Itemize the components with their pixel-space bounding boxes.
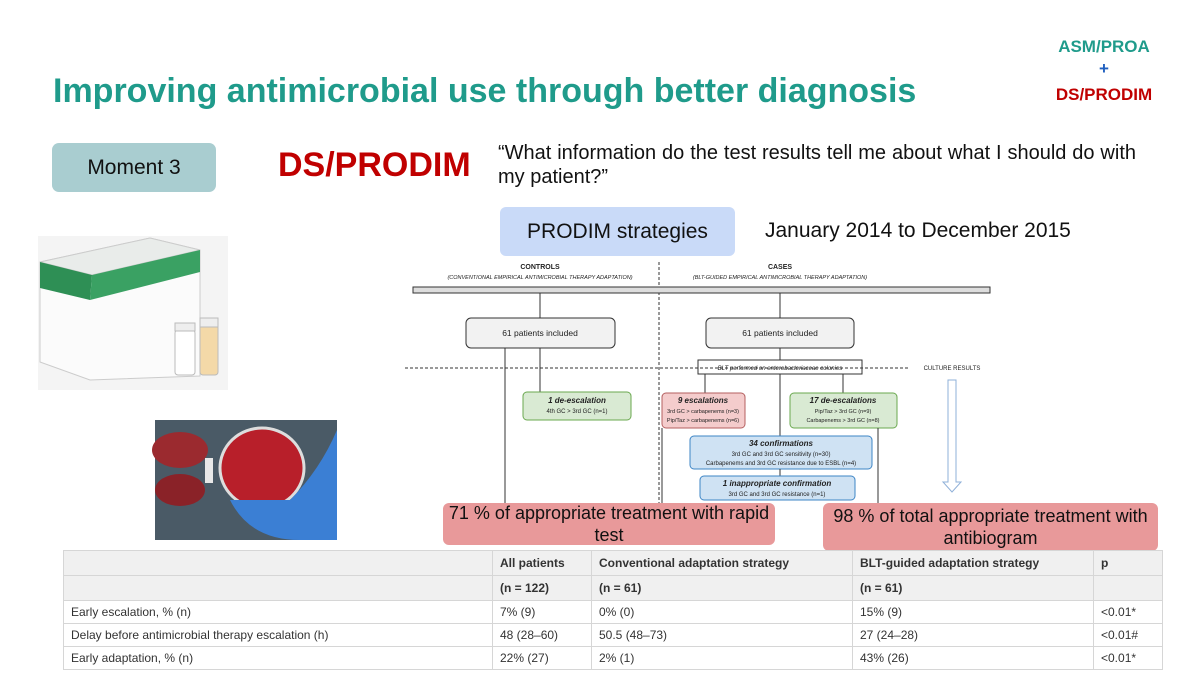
node-line: Carbapenems and 3rd GC resistance due to…	[706, 461, 856, 467]
included-controls: 61 patients included	[502, 328, 578, 338]
program-name: DS/PRODIM	[278, 146, 471, 184]
node-title: 34 confirmations	[749, 439, 814, 448]
petri-photo	[152, 420, 337, 540]
node-line: 3rd GC and 3rd GC sensitivity (n=30)	[732, 452, 831, 458]
node-line: 3rd GC > carbapenems (n=3)	[667, 409, 739, 415]
node-line: Pip/Taz > carbapenems (n=6)	[667, 418, 739, 424]
node-title: 1 inappropriate confirmation	[723, 479, 832, 488]
count-cell: (n = 122)	[492, 575, 592, 601]
node-line: 3rd GC and 3rd GC resistance (n=1)	[729, 492, 826, 498]
column-header: p	[1093, 550, 1163, 576]
row-label: Early escalation, % (n)	[63, 600, 493, 624]
cases-title: CASES	[768, 264, 792, 271]
results-table: All patients Conventional adaptation str…	[63, 550, 1163, 670]
culture-label: CULTURE RESULTS	[924, 366, 981, 372]
node-line: 4th GC > 3rd GC (n=1)	[546, 409, 607, 415]
table-cell: 0% (0)	[591, 600, 853, 624]
flowchart	[405, 262, 991, 505]
badge-line: DS/PRODIM	[1055, 85, 1153, 104]
blank-cell	[63, 550, 493, 576]
node-line: Carbapenems > 3rd GC (n=8)	[806, 418, 879, 424]
table-cell: 50.5 (48–73)	[591, 623, 853, 647]
cases-subtitle: (BLT-GUIDED EMPIRICAL ANTIMICROBIAL THER…	[693, 275, 867, 281]
header-row: All patients Conventional adaptation str…	[63, 550, 1163, 576]
table-cell: 48 (28–60)	[492, 623, 592, 647]
controls-subtitle: (CONVENTIONAL EMPIRICAL ANTIMICROBIAL TH…	[447, 275, 632, 281]
table-row: Early adaptation, % (n) 22% (27) 2% (1) 43%…	[63, 646, 1163, 670]
controls-title: CONTROLS	[520, 264, 560, 271]
column-header: BLT-guided adaptation strategy	[852, 550, 1094, 576]
count-row: (n = 122) (n = 61) (n = 61)	[63, 575, 1163, 601]
moment-box: Moment 3	[52, 143, 216, 192]
table-cell: 27 (24–28)	[852, 623, 1094, 647]
row-label: Delay before antimicrobial therapy escal…	[63, 623, 493, 647]
table-cell: <0.01*	[1093, 600, 1163, 624]
blank-cell	[63, 575, 493, 601]
table-cell: 43% (26)	[852, 646, 1094, 670]
table-row: Early escalation, % (n) 7% (9) 0% (0) 15% (…	[63, 600, 1163, 624]
node-title: 9 escalations	[678, 396, 729, 405]
table-cell: 2% (1)	[591, 646, 853, 670]
node-title: 17 de-escalations	[810, 396, 877, 405]
included-cases: 61 patients included	[742, 328, 818, 338]
table-row: Delay before antimicrobial therapy escal…	[63, 623, 1163, 647]
table-cell: 22% (27)	[492, 646, 592, 670]
period: January 2014 to December 2015	[765, 219, 1071, 242]
count-cell: (n = 61)	[591, 575, 853, 601]
table-cell: <0.01#	[1093, 623, 1163, 647]
count-cell: (n = 61)	[852, 575, 1094, 601]
node-title: 1 de-escalation	[548, 396, 606, 405]
table-cell: <0.01*	[1093, 646, 1163, 670]
table-cell: 7% (9)	[492, 600, 592, 624]
product-photo	[38, 236, 228, 390]
badge-line: ASM/PROA	[1058, 37, 1150, 56]
strategies-box: PRODIM strategies	[500, 207, 735, 256]
blank-cell	[1093, 575, 1163, 601]
quote: “What information do the test results te…	[498, 142, 1136, 188]
column-header: Conventional adaptation strategy	[591, 550, 853, 576]
slide-title: Improving antimicrobial use through bett…	[53, 72, 917, 110]
row-label: Early adaptation, % (n)	[63, 646, 493, 670]
table-cell: 15% (9)	[852, 600, 1094, 624]
callout: 71 % of appropriate treatment with rapid…	[443, 503, 775, 545]
node-line: Pip/Taz > 3rd GC (n=9)	[815, 409, 872, 415]
badge-line: +	[1099, 59, 1109, 78]
callout: 98 % of total appropriate treatment with…	[823, 503, 1158, 551]
column-header: All patients	[492, 550, 592, 576]
blt-step: BLT performed on enterobacteriaceae colo…	[718, 366, 843, 372]
